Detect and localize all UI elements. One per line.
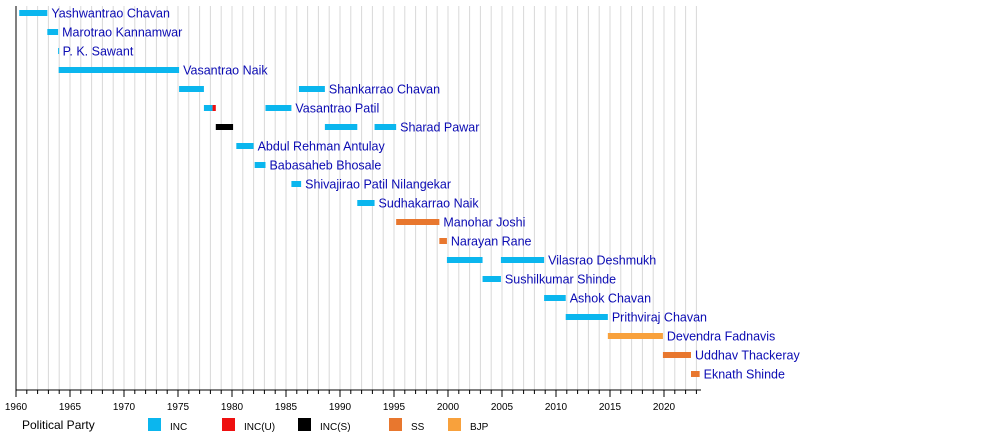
x-tick-label: 1995 <box>383 402 406 413</box>
term-bar <box>565 314 608 320</box>
x-tick-label: 2010 <box>545 402 568 413</box>
legend-title: Political Party <box>22 418 95 432</box>
term-bar <box>179 86 204 92</box>
term-bar <box>374 124 397 130</box>
x-tick-label: 1980 <box>221 402 244 413</box>
cm-name-label: Narayan Rane <box>451 235 532 249</box>
cm-name-label: Eknath Shinde <box>704 368 785 382</box>
legend-label-incs: INC(S) <box>320 422 351 433</box>
cm-name-label: Yashwantrao Chavan <box>51 7 170 21</box>
cm-name-label: Prithviraj Chavan <box>612 311 707 325</box>
legend-label-ss: SS <box>411 422 425 433</box>
name-labels: Yashwantrao Chavan Marotrao Kannamwar P. K… <box>51 7 800 382</box>
term-bar <box>357 200 375 206</box>
cm-name-label: Ashok Chavan <box>570 292 651 306</box>
term-bars <box>19 10 700 377</box>
term-bar <box>215 124 234 130</box>
cm-name-label: Babasaheb Bhosale <box>269 159 381 173</box>
term-bar <box>691 371 700 377</box>
legend-label-incu: INC(U) <box>244 422 275 433</box>
cm-name-label: Shankarrao Chavan <box>329 83 440 97</box>
cm-name-label: Sudhakarrao Naik <box>379 197 480 211</box>
term-bar <box>662 352 691 358</box>
term-bar <box>298 86 325 92</box>
term-bar <box>324 124 358 130</box>
x-tick-label: 2020 <box>653 402 676 413</box>
legend-label-inc: INC <box>170 422 187 433</box>
legend-swatch-incu <box>222 418 235 431</box>
cm-name-label: Shivajirao Patil Nilangekar <box>305 178 451 192</box>
legend-swatch-bjp <box>448 418 461 431</box>
term-bar <box>265 105 292 111</box>
x-ticks: 1960 1965 1970 1975 1980 1985 1990 1995 2000 2005… <box>5 390 697 413</box>
term-bar <box>544 295 566 301</box>
cm-name-label: Vasantrao Naik <box>183 64 268 78</box>
term-bar <box>236 143 254 149</box>
legend-swatch-inc <box>148 418 161 431</box>
x-tick-label: 1985 <box>275 402 298 413</box>
x-tick-label: 1960 <box>5 402 28 413</box>
term-bar <box>291 181 302 187</box>
cm-name-label: Sharad Pawar <box>400 121 479 135</box>
cm-name-label: Abdul Rehman Antulay <box>258 140 386 154</box>
term-bar <box>482 276 501 282</box>
x-tick-label: 1975 <box>167 402 190 413</box>
legend-swatch-ss <box>389 418 402 431</box>
legend-swatch-incs <box>298 418 311 431</box>
x-tick-label: 1965 <box>59 402 82 413</box>
term-bar <box>439 238 447 244</box>
x-tick-label: 1990 <box>329 402 352 413</box>
cm-name-label: Marotrao Kannamwar <box>62 26 182 40</box>
x-tick-label: 1970 <box>113 402 136 413</box>
legend: Political Party INC INC(U) INC(S) SS BJP <box>22 418 489 433</box>
term-bar <box>58 67 180 73</box>
x-tick-label: 2015 <box>599 402 622 413</box>
cm-name-label: Uddhav Thackeray <box>695 349 800 363</box>
legend-label-bjp: BJP <box>470 422 489 433</box>
cm-name-label: Vasantrao Patil <box>295 102 379 116</box>
gridlines <box>26 6 697 390</box>
term-bar <box>607 333 663 339</box>
term-bar <box>254 162 266 168</box>
term-bar <box>58 48 60 54</box>
term-bar <box>446 257 483 263</box>
cm-name-label: Sushilkumar Shinde <box>505 273 616 287</box>
term-bar <box>500 257 545 263</box>
term-bar <box>212 105 216 111</box>
cm-name-label: Devendra Fadnavis <box>667 330 775 344</box>
term-bar <box>47 29 59 35</box>
x-tick-label: 2000 <box>437 402 460 413</box>
term-bar <box>203 105 213 111</box>
x-tick-label: 2005 <box>491 402 514 413</box>
cm-name-label: Manohar Joshi <box>443 216 525 230</box>
term-bar <box>396 219 440 225</box>
axes <box>15 6 701 391</box>
cm-name-label: Vilasrao Deshmukh <box>548 254 656 268</box>
term-bar <box>19 10 48 16</box>
cm-name-label: P. K. Sawant <box>63 45 134 59</box>
